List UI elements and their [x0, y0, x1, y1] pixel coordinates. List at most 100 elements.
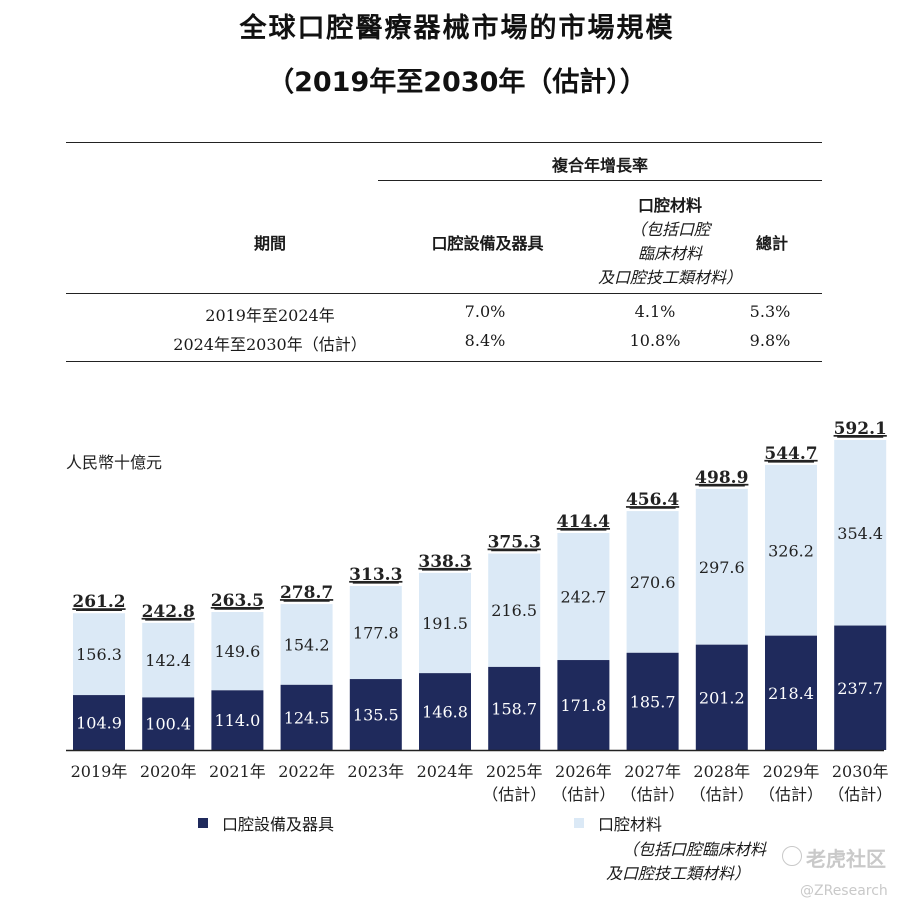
bar-equipment: [765, 635, 817, 750]
row-total: 5.3%: [749, 302, 791, 321]
data-label-materials: 297.6: [699, 558, 745, 577]
x-tick-sublabel: （估計）: [482, 785, 546, 804]
x-tick-label: 2024年: [417, 762, 474, 781]
unit-label: 人民幣十億元: [66, 453, 163, 472]
data-label-total: 544.7: [764, 444, 817, 464]
bar-materials: [695, 488, 748, 645]
data-label-equipment: 114.0: [214, 711, 260, 730]
data-label-total: 456.4: [626, 490, 679, 510]
data-label-total: 592.1: [834, 419, 887, 439]
x-tick-label: 2019年: [71, 762, 128, 781]
data-label-total: 414.4: [557, 512, 610, 532]
bar-equipment: [695, 644, 748, 750]
data-label-total: 261.2: [72, 592, 125, 612]
bar-equipment: [488, 666, 541, 750]
bar-equipment: [626, 652, 679, 750]
data-label-equipment: 158.7: [491, 699, 537, 718]
table-bottom-rule: [66, 361, 822, 362]
x-tick-sublabel: （估計）: [828, 785, 892, 804]
bar-equipment: [142, 697, 195, 750]
data-label-total: 338.3: [418, 552, 471, 572]
bar-materials: [349, 585, 402, 680]
table-header-rule: [66, 293, 822, 294]
row-materials: 4.1%: [634, 302, 676, 321]
data-label-equipment: 135.5: [353, 706, 399, 725]
legend-label-materials: 口腔材料: [598, 815, 663, 834]
bar-equipment: [349, 679, 402, 750]
x-tick-sublabel: （估計）: [551, 785, 615, 804]
bar-materials: [211, 611, 264, 691]
row-materials: 10.8%: [629, 331, 681, 350]
watermark-brand: 老虎社区: [806, 847, 886, 871]
col-header-materials: 口腔材料: [637, 196, 702, 215]
data-label-materials: 156.3: [76, 645, 122, 664]
data-label-equipment: 171.8: [560, 696, 606, 715]
bar-equipment: [211, 690, 264, 750]
data-label-equipment: 218.4: [768, 684, 814, 703]
legend-label-materials-note-2: 及口腔技工類材料）: [606, 864, 751, 883]
row-period: 2019年至2024年: [205, 306, 335, 325]
x-tick-label: 2021年: [209, 762, 266, 781]
data-label-equipment: 104.9: [76, 714, 122, 733]
x-tick-label: 2023年: [347, 762, 404, 781]
data-label-total: 313.3: [349, 565, 402, 585]
row-total: 9.8%: [749, 331, 791, 350]
bar-equipment: [280, 684, 333, 750]
data-label-equipment: 100.4: [145, 715, 191, 734]
data-label-materials: 242.7: [560, 588, 606, 607]
data-label-materials: 154.2: [284, 635, 330, 654]
bar-equipment: [419, 673, 471, 750]
x-tick-sublabel: （估計）: [759, 785, 823, 804]
data-label-total: 263.5: [211, 591, 264, 611]
col-header-materials-note-3: 及口腔技工類材料）: [597, 268, 742, 287]
bar-equipment: [834, 625, 887, 750]
bar-materials: [626, 511, 679, 653]
legend-swatch-materials: [574, 818, 584, 828]
data-label-total: 242.8: [142, 602, 195, 622]
row-equipment: 7.0%: [464, 302, 506, 321]
x-tick-label: 2026年: [555, 762, 612, 781]
row-equipment: 8.4%: [464, 331, 506, 350]
row-period: 2024年至2030年（估計）: [173, 335, 367, 354]
x-tick-label: 2022年: [278, 762, 335, 781]
legend-label-equipment: 口腔設備及器具: [222, 815, 335, 834]
bar-materials: [557, 532, 610, 661]
data-label-materials: 191.5: [422, 614, 468, 633]
bar-materials: [765, 464, 817, 636]
data-label-materials: 177.8: [353, 624, 399, 643]
data-label-total: 278.7: [280, 583, 333, 603]
x-tick-sublabel: （估計）: [621, 785, 685, 804]
cagr-group-header: 複合年增長率: [551, 156, 648, 175]
legend-swatch-equipment: [198, 818, 208, 828]
x-tick-label: 2025年: [486, 762, 543, 781]
data-label-materials: 270.6: [630, 573, 676, 592]
bar-materials: [488, 553, 541, 667]
col-header-equipment: 口腔設備及器具: [431, 234, 544, 253]
data-label-materials: 354.4: [837, 524, 883, 543]
x-tick-label: 2027年: [624, 762, 681, 781]
x-tick-label: 2020年: [140, 762, 197, 781]
chart-subtitle: （2019年至2030年（估計））: [267, 67, 647, 98]
bar-materials: [280, 604, 333, 685]
col-header-materials-note-1: （包括口腔: [629, 220, 710, 239]
x-tick-label: 2028年: [693, 762, 750, 781]
col-header-total: 總計: [755, 234, 788, 253]
bar-materials: [419, 572, 471, 674]
x-tick-sublabel: （估計）: [690, 785, 754, 804]
cagr-group-rule: [378, 180, 822, 181]
data-label-materials: 326.2: [768, 541, 814, 560]
data-label-equipment: 185.7: [630, 692, 676, 711]
data-label-equipment: 124.5: [284, 708, 330, 727]
legend-label-materials-note-1: （包括口腔臨床材料: [622, 840, 767, 859]
bar-materials: [73, 613, 125, 696]
data-label-equipment: 237.7: [837, 679, 883, 698]
col-header-period: 期間: [253, 234, 286, 253]
data-label-equipment: 201.2: [699, 688, 745, 707]
data-label-total: 498.9: [695, 468, 748, 488]
watermark-handle: @ZResearch: [800, 883, 888, 899]
bar-equipment: [557, 660, 610, 750]
bar-equipment: [73, 695, 125, 750]
table-top-rule: [66, 142, 822, 143]
bar-materials: [142, 622, 195, 698]
